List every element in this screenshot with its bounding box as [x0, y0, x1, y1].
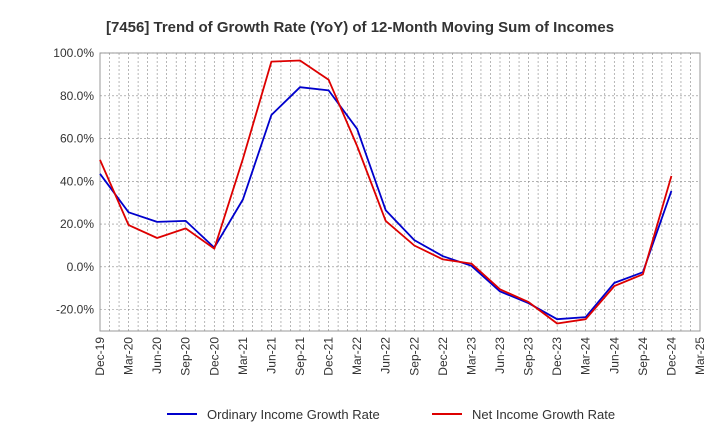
x-tick-label: Jun-21 [264, 337, 278, 374]
x-tick-label: Jun-23 [493, 337, 507, 374]
legend: Ordinary Income Growth Rate Net Income Gr… [167, 407, 615, 422]
y-axis-ticks: -20.0% 0.0% 20.0% 40.0% 60.0% 80.0% 100.0% [53, 46, 94, 317]
x-tick-label: Dec-24 [664, 337, 678, 376]
x-axis-ticks: Dec-19 Mar-20 Jun-20 Sep-20 Dec-20 Mar-21 Jun-… [93, 337, 707, 376]
x-tick-label: Dec-19 [93, 337, 107, 376]
y-tick-label: 20.0% [60, 217, 94, 231]
x-tick-label: Sep-24 [636, 337, 650, 376]
x-tick-label: Jun-20 [150, 337, 164, 374]
x-tick-label: Sep-20 [179, 337, 193, 376]
y-tick-label: 80.0% [60, 89, 94, 103]
x-tick-label: Mar-23 [464, 337, 478, 375]
chart-title: [7456] Trend of Growth Rate (YoY) of 12-… [106, 19, 614, 36]
x-tick-label: Jun-22 [379, 337, 393, 374]
series-line-2 [99, 59, 673, 325]
y-tick-label: 0.0% [67, 260, 95, 274]
x-tick-label: Dec-23 [550, 337, 564, 376]
x-tick-label: Sep-21 [293, 337, 307, 376]
x-tick-label: Mar-21 [236, 337, 250, 375]
x-tick-label: Dec-20 [207, 337, 221, 376]
x-tick-label: Mar-25 [693, 337, 707, 375]
y-tick-label: -20.0% [56, 303, 94, 317]
y-tick-label: 60.0% [60, 132, 94, 146]
x-tick-label: Mar-22 [350, 337, 364, 375]
x-tick-label: Jun-24 [607, 337, 621, 374]
x-tick-label: Dec-21 [322, 337, 336, 376]
y-tick-label: 40.0% [60, 174, 94, 188]
x-tick-label: Dec-22 [436, 337, 450, 376]
y-tick-label: 100.0% [53, 46, 94, 60]
x-tick-label: Sep-23 [522, 337, 536, 376]
legend-label: Net Income Growth Rate [472, 407, 615, 422]
x-tick-label: Sep-22 [407, 337, 421, 376]
plot-frame [99, 52, 701, 332]
series-line-1 [99, 86, 673, 321]
series-lines [99, 59, 673, 325]
plot-area [99, 52, 701, 332]
x-tick-label: Mar-20 [122, 337, 136, 375]
x-tick-label: Mar-24 [579, 337, 593, 375]
legend-label: Ordinary Income Growth Rate [207, 407, 380, 422]
